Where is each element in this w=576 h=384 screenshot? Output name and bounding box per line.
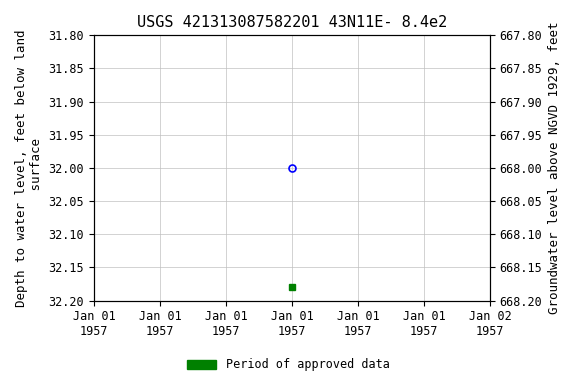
Y-axis label: Depth to water level, feet below land
 surface: Depth to water level, feet below land su… — [15, 29, 43, 307]
Legend: Period of approved data: Period of approved data — [182, 354, 394, 376]
Y-axis label: Groundwater level above NGVD 1929, feet: Groundwater level above NGVD 1929, feet — [548, 22, 561, 314]
Title: USGS 421313087582201 43N11E- 8.4e2: USGS 421313087582201 43N11E- 8.4e2 — [137, 15, 447, 30]
